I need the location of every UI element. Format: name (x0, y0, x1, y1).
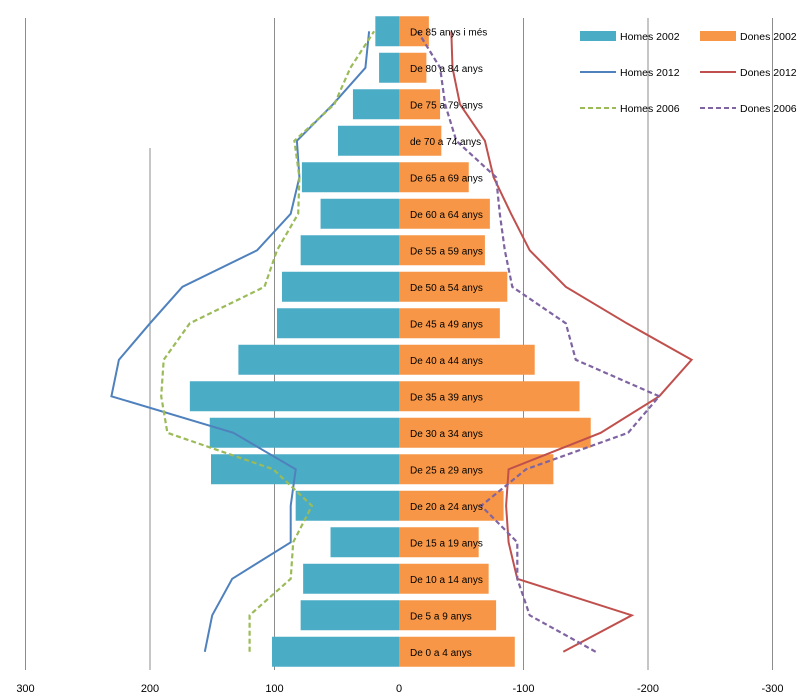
bars-layer (189, 16, 591, 667)
x-tick-label: -300 (761, 683, 783, 695)
bar-homes-2002 (330, 527, 399, 558)
bar-homes-2002 (300, 235, 399, 266)
x-tick-label: -200 (637, 683, 659, 695)
category-label: De 45 a 49 anys (410, 319, 483, 330)
legend-label: Dones 2006 (740, 103, 797, 115)
category-label: De 60 a 64 anys (410, 210, 483, 221)
x-tick-label: 100 (265, 683, 283, 695)
bar-dones-2002 (399, 125, 442, 156)
bar-homes-2002 (301, 162, 399, 193)
category-label: De 85 anys i més (410, 27, 487, 38)
x-tick-label: -100 (512, 683, 534, 695)
category-label: De 30 a 34 anys (410, 429, 483, 440)
bar-dones-2002 (399, 490, 504, 521)
category-label: De 15 a 19 anys (410, 538, 483, 549)
category-label: de 70 a 74 anys (410, 137, 481, 148)
series-line-homes-2012 (110, 31, 371, 652)
bar-dones-2002 (399, 600, 497, 631)
series-line-homes-2006 (160, 30, 376, 652)
bar-dones-2002 (399, 162, 469, 193)
bar-dones-2002 (399, 89, 441, 120)
bar-homes-2002 (272, 636, 399, 667)
bar-homes-2002 (276, 308, 399, 339)
x-tick-label: 200 (141, 683, 159, 695)
bar-homes-2002 (303, 563, 399, 594)
bar-dones-2002 (399, 344, 535, 375)
lines-layer (110, 30, 694, 653)
category-label: De 50 a 54 anys (410, 283, 483, 294)
bar-dones-2002 (399, 636, 515, 667)
bar-dones-2002 (399, 235, 485, 266)
bar-dones-2002 (399, 381, 580, 412)
series-line-dones-2012 (450, 31, 694, 653)
legend-swatch (700, 31, 736, 41)
bar-dones-2002 (399, 527, 479, 558)
category-label: De 25 a 29 anys (410, 465, 483, 476)
category-label: De 35 a 39 anys (410, 392, 483, 403)
bar-dones-2002 (399, 454, 554, 485)
legend: Homes 2002 Dones 2002 Homes 2012 Dones 2012… (580, 31, 797, 115)
category-label: De 5 a 9 anys (410, 611, 472, 622)
category-label: De 80 a 84 anys (410, 64, 483, 75)
legend-label: Homes 2006 (620, 103, 680, 115)
legend-label: Dones 2012 (740, 67, 797, 79)
legend-swatch (580, 31, 616, 41)
bar-dones-2002 (399, 308, 500, 339)
bar-homes-2002 (281, 271, 399, 302)
legend-label: Homes 2012 (620, 67, 680, 79)
bar-homes-2002 (379, 52, 399, 83)
legend-label: Dones 2002 (740, 31, 797, 43)
bar-homes-2002 (238, 344, 399, 375)
x-tick-label: 300 (16, 683, 34, 695)
bar-homes-2002 (211, 454, 399, 485)
bar-homes-2002 (300, 600, 399, 631)
category-label: De 55 a 59 anys (410, 246, 483, 257)
gridlines (25, 18, 773, 670)
bar-homes-2002 (337, 125, 399, 156)
bar-homes-2002 (352, 89, 399, 120)
series-line-dones-2006 (416, 30, 661, 653)
bar-dones-2002 (399, 271, 508, 302)
category-label: De 0 a 4 anys (410, 648, 472, 659)
category-label: De 20 a 24 anys (410, 502, 483, 513)
category-label: De 10 a 14 anys (410, 575, 483, 586)
category-labels: De 0 a 4 anys De 5 a 9 anys De 10 a 14 any… (410, 27, 487, 659)
bar-homes-2002 (375, 16, 399, 47)
bar-dones-2002 (399, 417, 591, 448)
category-label: De 65 a 69 anys (410, 173, 483, 184)
x-axis-ticks: 300 200 100 0 -100 -200 -300 (16, 683, 783, 695)
bar-dones-2002 (399, 52, 427, 83)
x-tick-label: 0 (396, 683, 402, 695)
bar-dones-2002 (399, 198, 490, 229)
bar-dones-2002 (399, 563, 489, 594)
category-label: De 40 a 44 anys (410, 356, 483, 367)
legend-label: Homes 2002 (620, 31, 680, 43)
bar-homes-2002 (209, 417, 399, 448)
bar-homes-2002 (320, 198, 399, 229)
category-label: De 75 a 79 anys (410, 100, 483, 111)
bar-homes-2002 (189, 381, 399, 412)
